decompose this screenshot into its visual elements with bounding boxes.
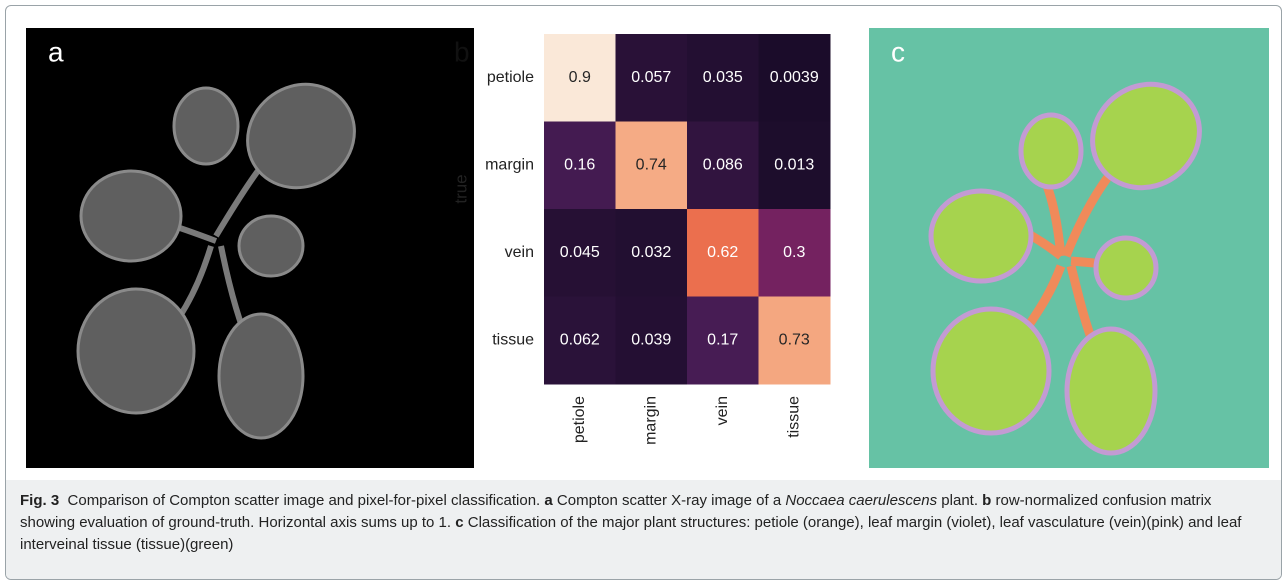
cell-label: 0.62 [707, 244, 738, 261]
column-label: margin [642, 396, 659, 445]
column-label: tissue [785, 396, 802, 438]
caption: Fig. 3 Comparison of Compton scatter ima… [6, 480, 1281, 579]
cell-label: 0.032 [631, 244, 671, 261]
caption-label: Fig. 3 [20, 492, 59, 509]
panel-c: c [869, 28, 1269, 468]
cell-label: 0.062 [560, 331, 600, 348]
row-label: petiole [487, 69, 534, 86]
y-axis-title: true [451, 174, 470, 203]
cell-label: 0.086 [703, 156, 743, 173]
panel-a: a [26, 28, 474, 468]
column-label: vein [714, 396, 731, 425]
figure: a b petiole 0.9 0.057 0.035 0.0039 margin 0.16… [6, 6, 1281, 480]
row-label: tissue [492, 331, 534, 348]
cell-label: 0.057 [631, 69, 671, 86]
cell-label: 0.0039 [770, 69, 819, 86]
caption-text: plant. [941, 492, 978, 509]
cell-label: 0.9 [569, 69, 591, 86]
caption-title: Comparison of Compton scatter image and … [68, 492, 541, 509]
caption-text: Compton scatter X-ray image of a [557, 492, 781, 509]
cell-label: 0.035 [703, 69, 743, 86]
cell-label: 0.013 [774, 156, 814, 173]
panel-label: c [891, 36, 905, 67]
row-label: margin [485, 156, 534, 173]
cell-label: 0.045 [560, 244, 600, 261]
row-label: vein [505, 244, 534, 261]
cell-label: 0.17 [707, 331, 738, 348]
figure-frame: a b petiole 0.9 0.057 0.035 0.0039 margin 0.16… [5, 5, 1282, 580]
caption-species: Noccaea caerulescens [785, 492, 937, 509]
caption-part-label: c [455, 514, 463, 531]
column-label: petiole [571, 396, 588, 443]
cell-label: 0.039 [631, 331, 671, 348]
panel-label: b [454, 36, 470, 67]
panel-b: b petiole 0.9 0.057 0.035 0.0039 margin 0.16 0.… [451, 34, 830, 480]
caption-part-label: a [544, 492, 552, 509]
cell-label: 0.73 [779, 331, 810, 348]
cell-label: 0.3 [783, 244, 805, 261]
panel-label: a [48, 36, 64, 67]
caption-part-label: b [982, 492, 991, 509]
cell-label: 0.74 [636, 156, 667, 173]
cell-label: 0.16 [564, 156, 595, 173]
